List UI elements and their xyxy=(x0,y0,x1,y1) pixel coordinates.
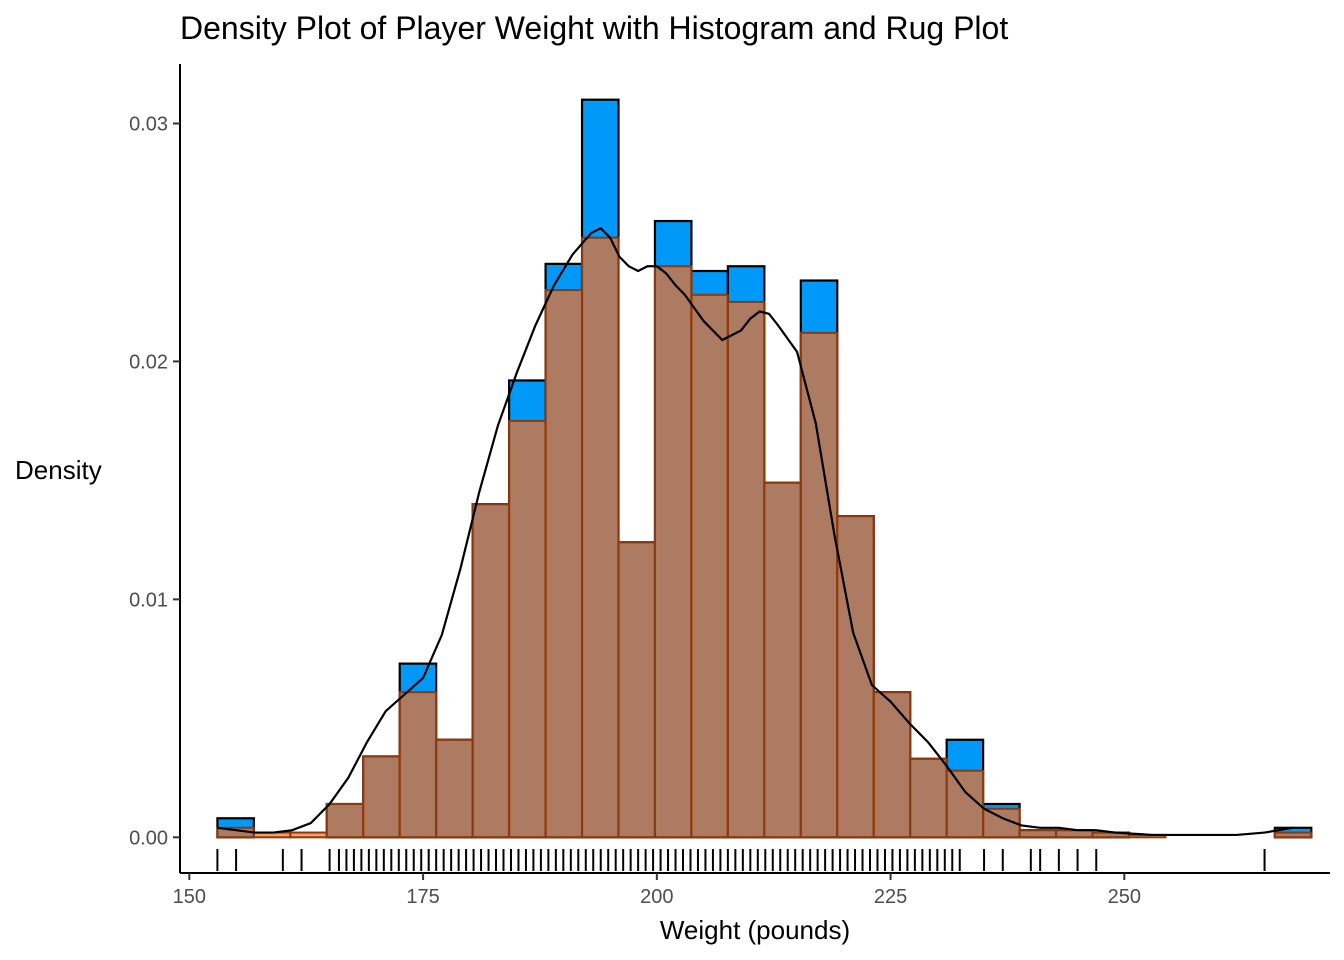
histogram-orange-bar xyxy=(471,503,511,839)
histogram-orange-bar xyxy=(1273,831,1313,839)
y-tick-label: 0.00 xyxy=(129,827,168,849)
histogram-orange-bar xyxy=(1018,829,1058,839)
x-axis-title: Weight (pounds) xyxy=(660,915,850,945)
histogram-orange-bar xyxy=(653,265,693,839)
histogram-orange-bar xyxy=(325,802,365,839)
histogram-orange-bar xyxy=(872,691,912,839)
y-axis-ticks: 0.00 0.01 0.02 0.03 xyxy=(129,113,180,849)
histogram-orange-bar xyxy=(945,769,985,839)
rug-plot xyxy=(216,849,1266,871)
y-tick-label: 0.02 xyxy=(129,351,168,373)
histogram-orange-bar xyxy=(726,300,766,839)
histogram-orange-bar xyxy=(581,236,620,839)
histogram-orange-bar xyxy=(362,755,401,839)
chart-title: Density Plot of Player Weight with Histo… xyxy=(180,10,1008,46)
y-tick-label: 0.03 xyxy=(129,113,168,135)
x-tick-label: 175 xyxy=(406,886,439,908)
x-tick-label: 200 xyxy=(640,886,673,908)
histogram-orange-bar xyxy=(398,691,438,839)
y-tick-label: 0.01 xyxy=(129,589,168,611)
histogram-orange-bar xyxy=(836,515,875,839)
histogram-orange-bar xyxy=(435,738,474,839)
density-curve xyxy=(217,226,1293,837)
histogram-orange-bar xyxy=(690,293,729,839)
histogram-orange-bar xyxy=(799,331,839,839)
histogram-orange-bar xyxy=(508,419,547,839)
x-tick-label: 150 xyxy=(173,886,206,908)
x-tick-label: 250 xyxy=(1108,886,1141,908)
y-axis-title: Density xyxy=(15,455,102,485)
plot-area xyxy=(216,98,1313,871)
histogram-orange-bar xyxy=(544,289,584,839)
histogram-orange-bar xyxy=(909,757,948,839)
histogram-orange-bar xyxy=(617,541,656,839)
x-tick-label: 225 xyxy=(874,886,907,908)
histogram-orange-bar xyxy=(289,831,328,839)
x-axis-ticks: 150 175 200 225 250 xyxy=(173,873,1141,908)
histogram-orange-bar xyxy=(763,481,802,839)
histogram-series-orange xyxy=(216,236,1313,839)
